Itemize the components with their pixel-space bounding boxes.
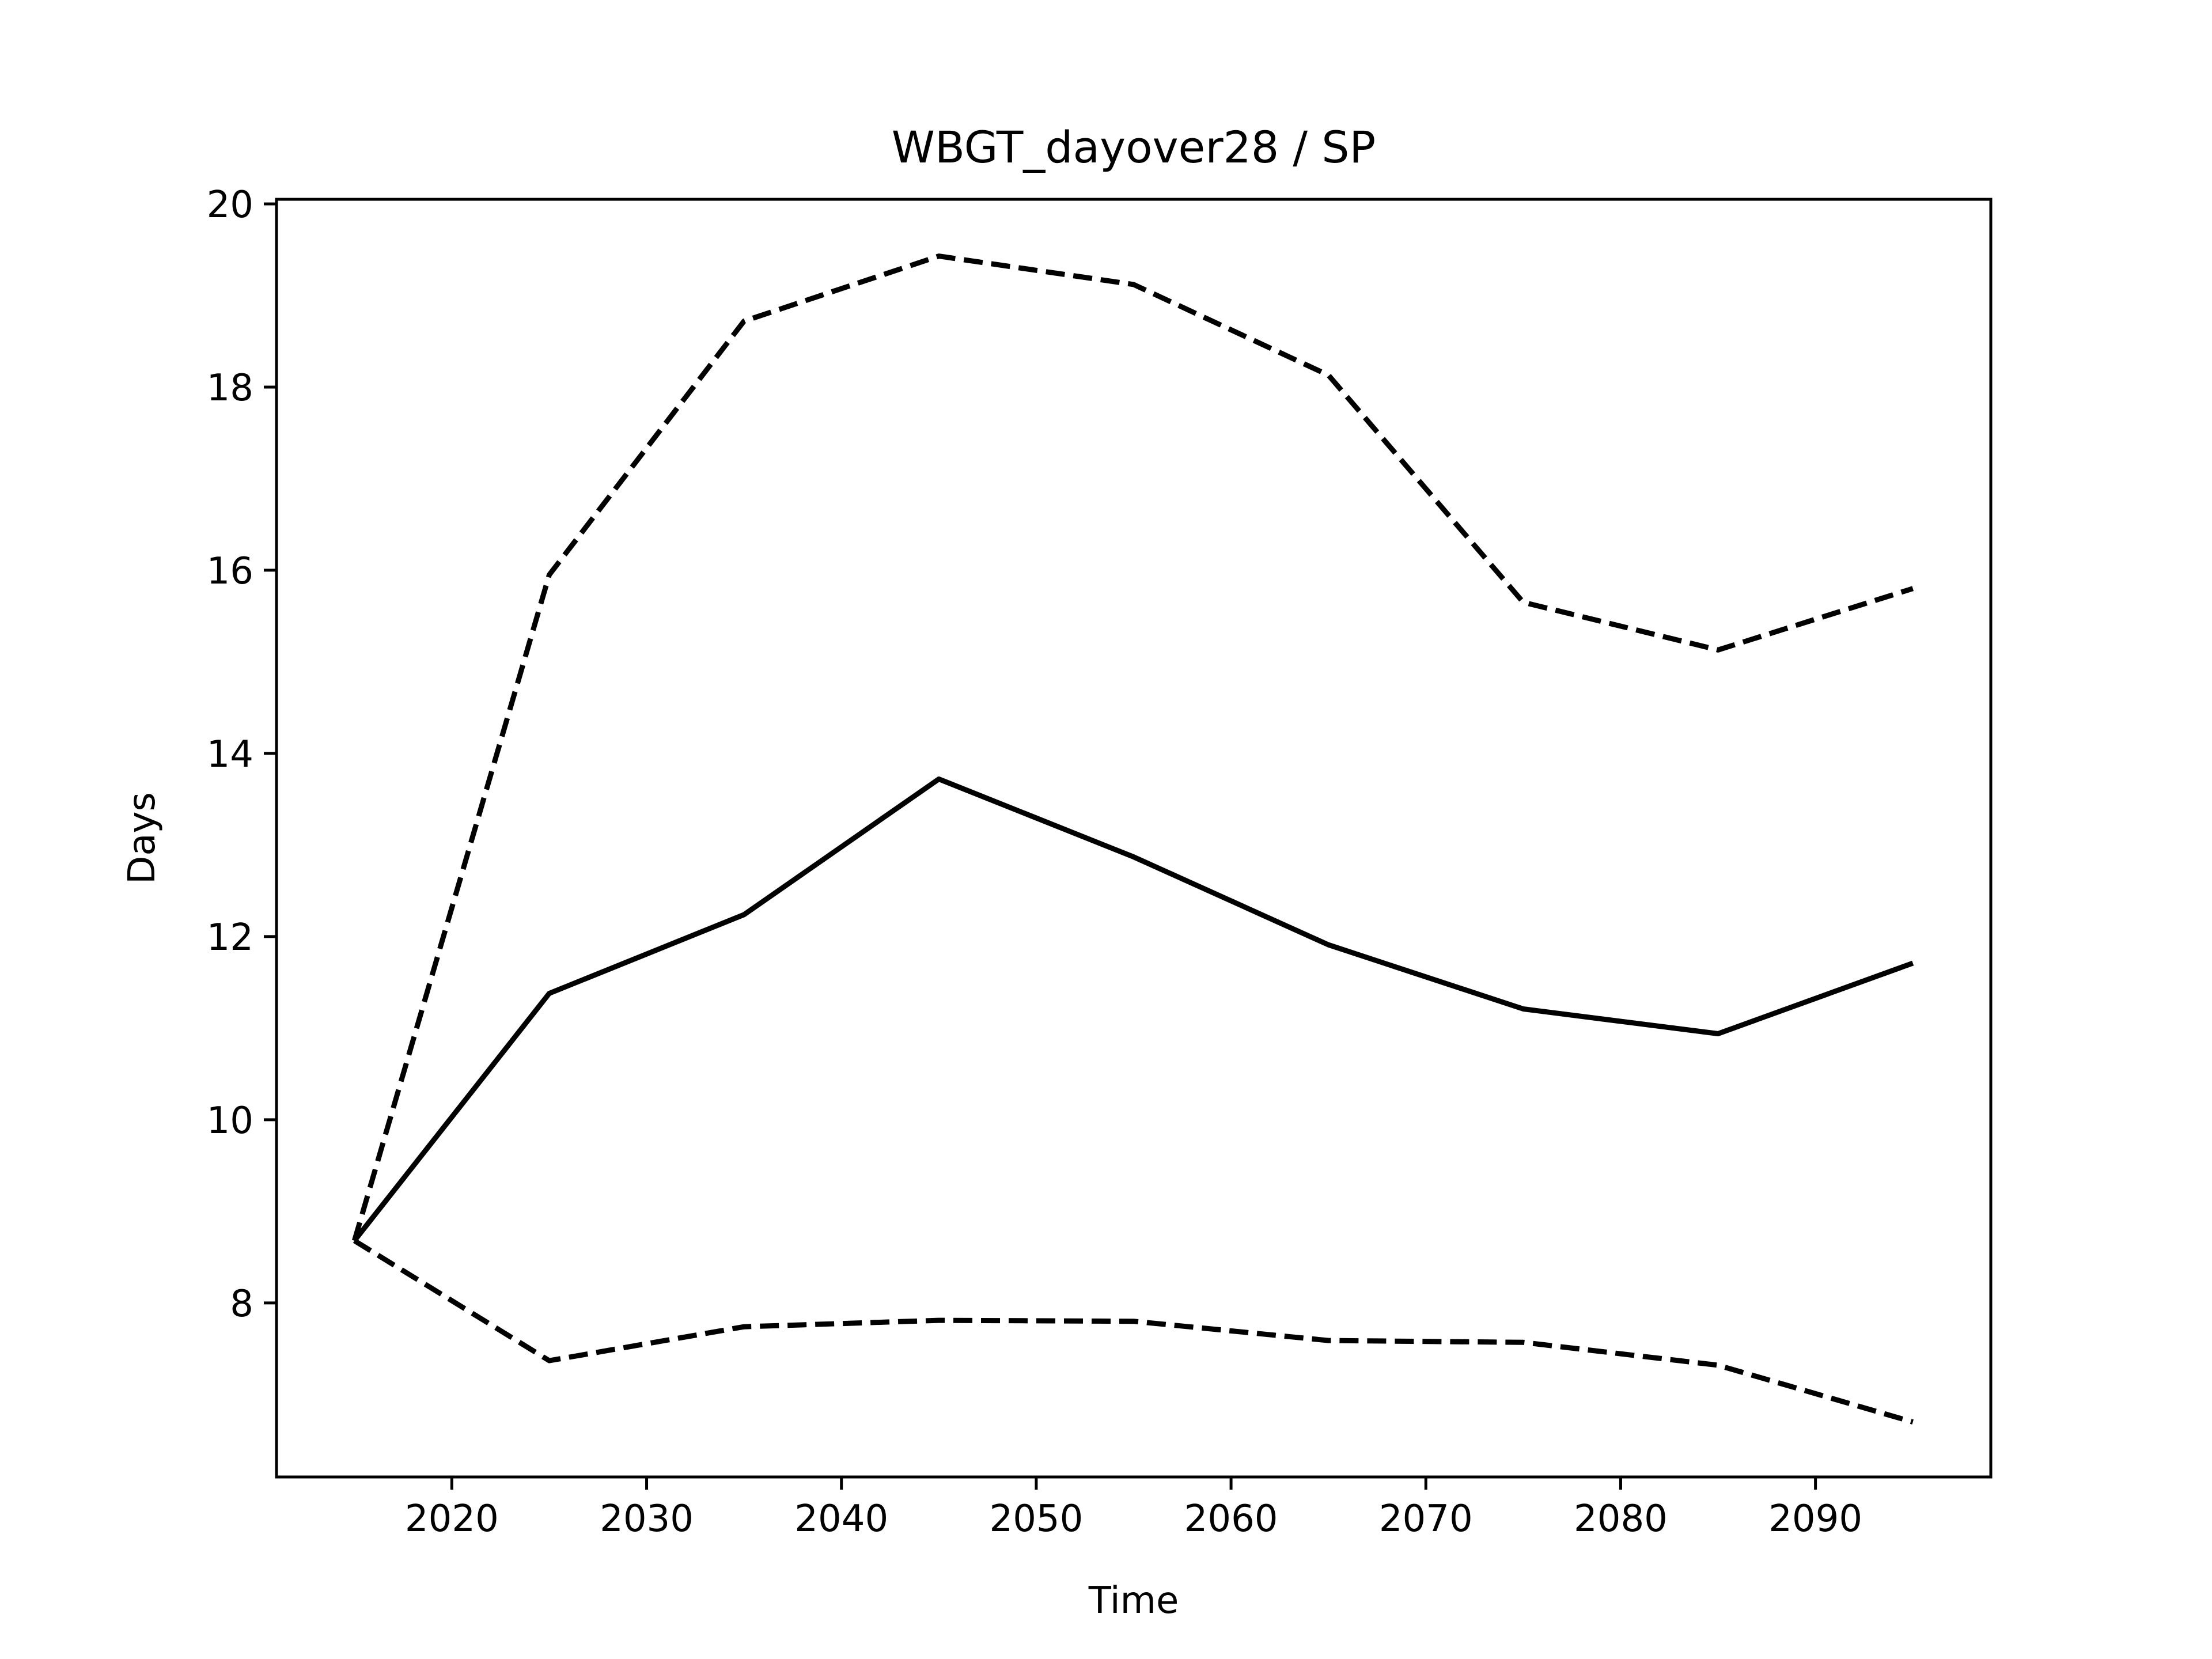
plot-area-frame: [275, 198, 1993, 1479]
y-tick-label: 14: [207, 733, 253, 776]
x-tick-label: 2080: [1574, 1498, 1668, 1540]
y-tick-label: 10: [207, 1100, 253, 1142]
chart-title: WBGT_dayover28 / SP: [892, 122, 1376, 173]
x-tick-label: 2060: [1184, 1498, 1278, 1540]
y-tick-label: 18: [207, 367, 253, 410]
x-tick-label: 2070: [1379, 1498, 1473, 1540]
y-tick-label: 8: [230, 1283, 253, 1325]
x-tick-label: 2090: [1768, 1498, 1862, 1540]
y-axis-ticks: 8 10 12 14 16 18 20: [207, 184, 276, 1325]
y-tick-label: 16: [207, 550, 253, 593]
y-tick-label: 20: [207, 184, 253, 226]
x-tick-label: 2050: [989, 1498, 1083, 1540]
series-layer: [351, 253, 1914, 1425]
x-axis-label: Time: [1088, 1580, 1179, 1622]
x-tick-label: 2040: [794, 1498, 888, 1540]
series-line-1: [352, 776, 1914, 1243]
series-line-3: [353, 1238, 1914, 1425]
y-tick-label: 12: [207, 916, 253, 959]
series-line-2: [351, 253, 1914, 1242]
y-axis-label: Days: [121, 792, 164, 884]
x-tick-label: 2020: [405, 1498, 499, 1540]
x-tick-label: 2030: [600, 1498, 694, 1540]
x-axis-ticks: 2020 2030 2040 2050 2060 2070 2080 2090: [405, 1477, 1862, 1540]
